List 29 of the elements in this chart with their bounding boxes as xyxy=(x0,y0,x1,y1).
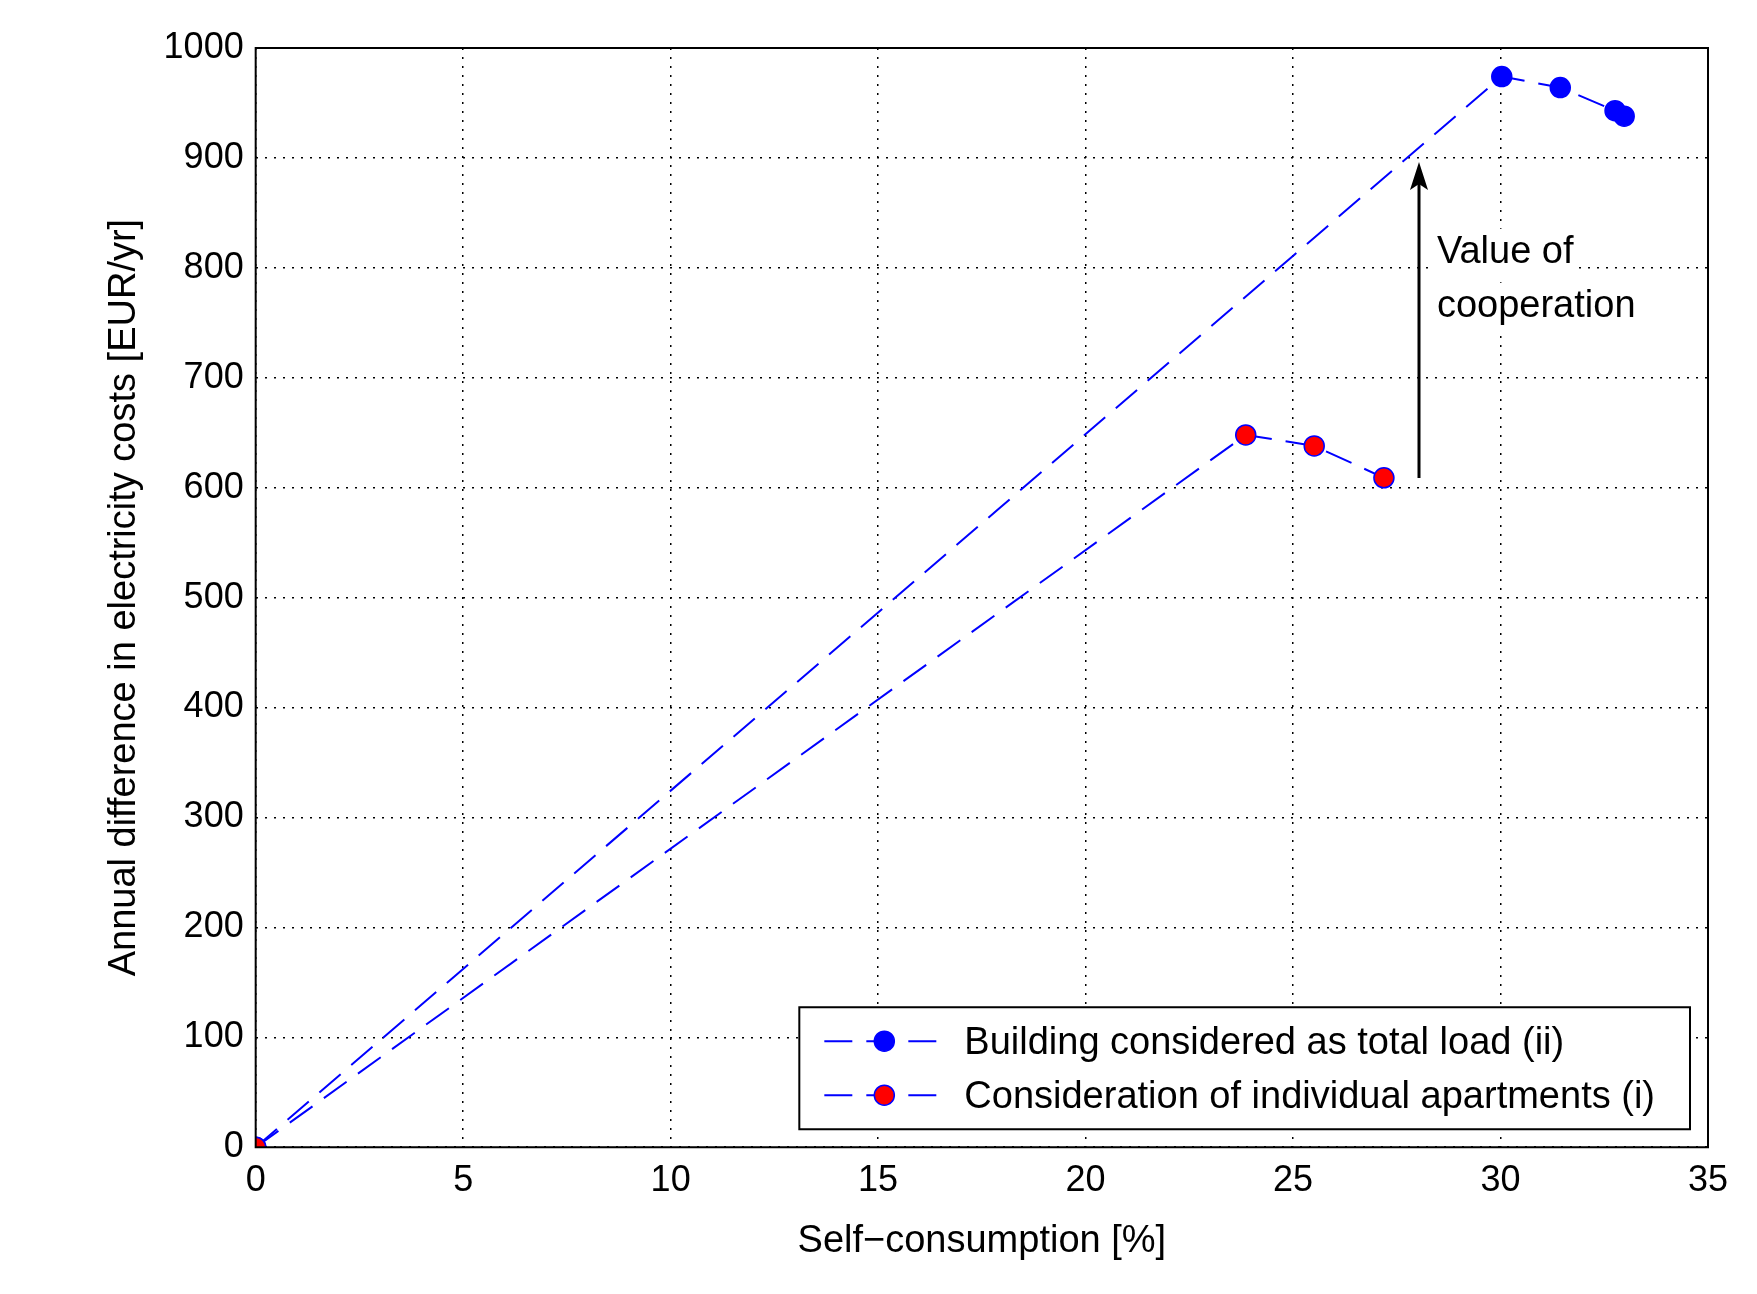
y-tick-label: 500 xyxy=(183,574,244,616)
x-tick-label: 20 xyxy=(1065,1157,1106,1199)
y-tick-label: 200 xyxy=(183,904,244,946)
x-tick-label: 35 xyxy=(1687,1157,1729,1199)
legend-label: Consideration of individual apartments (i) xyxy=(964,1073,1656,1116)
x-axis-title: Self−consumption [%] xyxy=(797,1217,1167,1260)
point xyxy=(1613,105,1635,127)
y-tick-label: 900 xyxy=(183,134,244,176)
y-tick-label: 800 xyxy=(183,244,244,286)
y-tick-label: 600 xyxy=(183,464,244,506)
y-tick-label: 1000 xyxy=(163,24,244,66)
y-tick-label: 0 xyxy=(223,1124,244,1166)
x-tick-label: 15 xyxy=(858,1157,899,1199)
point xyxy=(1235,424,1257,446)
point xyxy=(1303,435,1325,457)
annotation: Value of cooperation xyxy=(1436,229,1636,326)
y-tick-label: 400 xyxy=(183,684,244,726)
x-tick-label: 25 xyxy=(1273,1157,1314,1199)
y-tick-label: 300 xyxy=(183,794,244,836)
x-tick-label: 10 xyxy=(650,1157,691,1199)
point xyxy=(1373,467,1395,489)
x-tick-label: 5 xyxy=(453,1157,474,1199)
x-tick-label: 30 xyxy=(1480,1157,1521,1199)
point xyxy=(1491,65,1513,88)
y-tick-label: 100 xyxy=(183,1014,244,1056)
point xyxy=(1549,76,1572,99)
legend-label: Building considered as total load (ii) xyxy=(964,1019,1565,1062)
y-tick-label: 700 xyxy=(183,354,244,396)
y-axis-title: Annual difference in electricity costs [EUR/yr] xyxy=(101,218,144,977)
